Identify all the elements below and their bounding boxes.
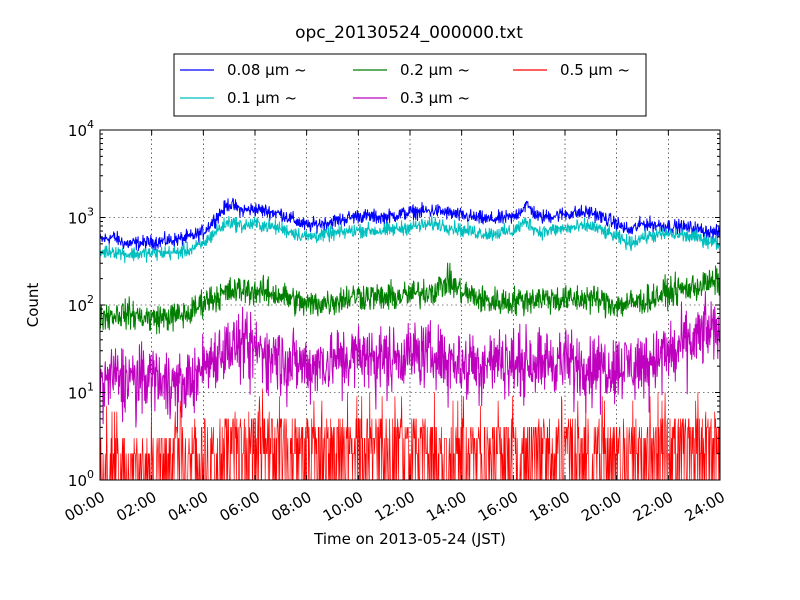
legend-label: 0.5 μm ~ xyxy=(560,61,630,79)
series-line xyxy=(99,291,721,433)
legend-entry: 0.3 μm ~ xyxy=(353,89,470,107)
series-line xyxy=(99,197,721,251)
series-0 xyxy=(99,197,721,251)
x-axis-label: Time on 2013-05-24 (JST) xyxy=(313,530,506,548)
y-tick-label: 100 xyxy=(68,468,94,490)
series-line xyxy=(99,262,721,335)
series-2 xyxy=(99,262,721,335)
legend-label: 0.2 μm ~ xyxy=(400,61,470,79)
y-tick-label: 102 xyxy=(68,293,94,315)
legend-entry: 0.08 μm ~ xyxy=(180,61,307,79)
series-line xyxy=(99,215,721,264)
y-tick-label: 104 xyxy=(68,118,94,140)
legend-entry: 0.2 μm ~ xyxy=(353,61,470,79)
series-layer xyxy=(99,197,721,481)
y-tick-label: 101 xyxy=(68,381,94,403)
series-1 xyxy=(99,215,721,264)
legend-box xyxy=(173,53,647,117)
series-3 xyxy=(99,291,721,433)
legend-label: 0.1 μm ~ xyxy=(227,89,297,107)
legend-entry: 0.1 μm ~ xyxy=(180,89,297,107)
legend-label: 0.08 μm ~ xyxy=(227,61,307,79)
y-axis-label: Count xyxy=(24,283,42,328)
y-tick-label: 103 xyxy=(68,206,94,228)
legend-label: 0.3 μm ~ xyxy=(400,89,470,107)
legend-entry: 0.5 μm ~ xyxy=(513,61,630,79)
chart-title: opc_20130524_000000.txt xyxy=(295,23,523,43)
legend: 0.08 μm ~ 0.1 μm ~ 0.2 μm ~ 0.3 μm ~ 0.5 μm … xyxy=(173,53,647,117)
